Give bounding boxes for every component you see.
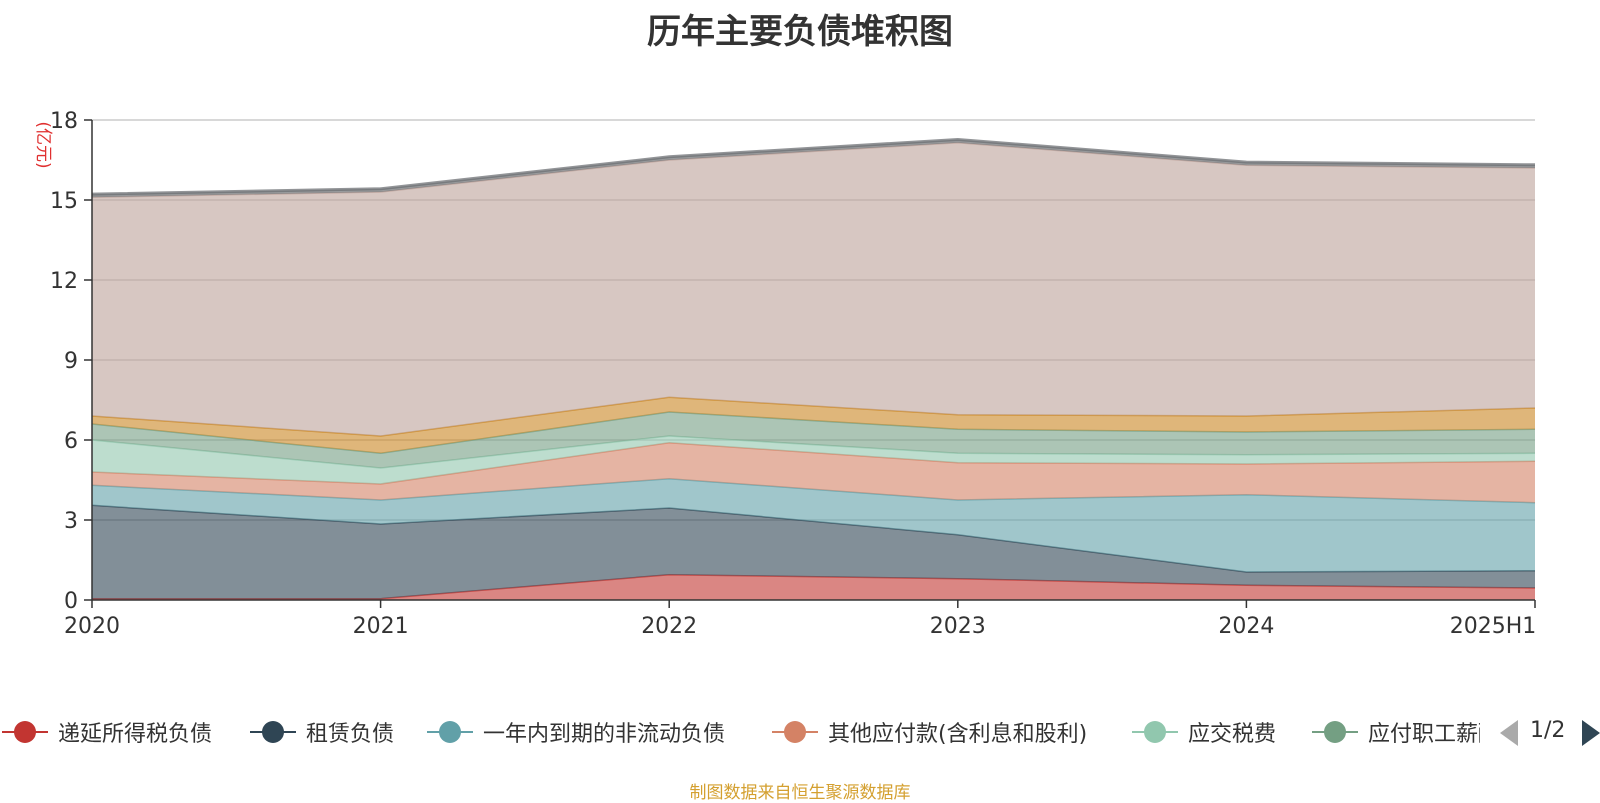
- legend-label: 一年内到期的非流动负债: [483, 722, 726, 747]
- legend-marker-icon: [248, 712, 298, 752]
- area-series-5: [92, 412, 1535, 468]
- x-tick-label: 2024: [1218, 614, 1274, 639]
- axes: 0 3 6 9 12 15 18 2020 2021 2022 2023 2024 2025H1: [50, 109, 1536, 639]
- x-tick-label: 2020: [64, 614, 120, 639]
- legend-marker-icon: [0, 712, 50, 752]
- area-series-8: [92, 139, 1535, 198]
- y-tick-label: 15: [50, 189, 78, 214]
- legend-label: 应付职工薪酬: [1368, 722, 1480, 747]
- legend-item[interactable]: 一年内到期的非流动负债: [425, 712, 725, 752]
- chart-title: 历年主要负债堆积图: [647, 12, 953, 52]
- x-tick-label: 2022: [641, 614, 697, 639]
- area-series-7: [92, 142, 1535, 436]
- legend-marker-icon: [1310, 712, 1360, 752]
- prev-page-icon[interactable]: [1500, 720, 1518, 746]
- data-source-note: 制图数据来自恒生聚源数据库: [689, 783, 911, 803]
- legend-page-indicator: 1/2: [1530, 718, 1566, 743]
- legend-item[interactable]: 应交税费: [1130, 712, 1276, 752]
- area-series-4: [92, 436, 1535, 484]
- legend-marker-icon: [770, 712, 820, 752]
- legend: 递延所得税负债 租赁负债 一年内到期的非流动负债 其他应付款(含利息和股利) 应交税费 应…: [0, 712, 1600, 752]
- y-tick-label: 6: [64, 429, 78, 454]
- legend-items: 递延所得税负债 租赁负债 一年内到期的非流动负债 其他应付款(含利息和股利) 应交税费 应…: [0, 712, 1480, 752]
- legend-item[interactable]: 递延所得税负债: [0, 712, 212, 752]
- stacked-area-chart: 0 3 6 9 12 15 18 2020 2021 2022 2023 2024 2025H1 (亿元…: [33, 109, 1536, 639]
- legend-item[interactable]: 其他应付款(含利息和股利): [770, 712, 1087, 752]
- legend-label: 其他应付款(含利息和股利): [828, 722, 1088, 747]
- legend-item[interactable]: 应付职工薪酬: [1310, 712, 1480, 752]
- legend-item[interactable]: 租赁负债: [248, 712, 394, 752]
- y-axis-label: (亿元): [33, 121, 53, 168]
- legend-label: 应交税费: [1188, 722, 1277, 747]
- area-series-0: [92, 574, 1535, 600]
- y-tick-label: 9: [64, 349, 78, 374]
- area-series-2: [92, 478, 1535, 572]
- area-series-1: [92, 505, 1535, 599]
- legend-marker-icon: [1130, 712, 1180, 752]
- legend-label: 递延所得税负债: [58, 722, 213, 747]
- y-tick-label: 12: [50, 269, 78, 294]
- y-tick-label: 0: [64, 589, 78, 614]
- y-tick-label: 18: [50, 109, 78, 134]
- area-series: [91, 137, 1536, 600]
- area-series-6: [92, 397, 1535, 454]
- y-tick-label: 3: [64, 509, 78, 534]
- next-page-icon[interactable]: [1582, 720, 1600, 746]
- x-tick-label: 2025H1: [1450, 614, 1537, 639]
- legend-label: 租赁负债: [306, 722, 395, 747]
- legend-marker-icon: [425, 712, 475, 752]
- x-tick-label: 2021: [353, 614, 409, 639]
- x-tick-label: 2023: [930, 614, 986, 639]
- legend-pager: 1/2: [1500, 712, 1600, 752]
- area-series-3: [92, 442, 1535, 503]
- area-series-line-8: [91, 137, 1536, 196]
